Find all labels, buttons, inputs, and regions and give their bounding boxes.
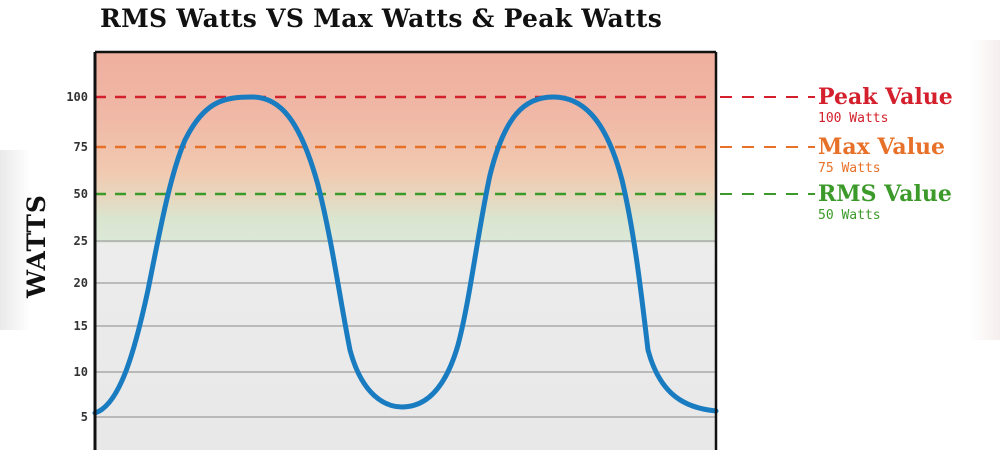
y-tick-label: 75	[73, 140, 88, 154]
y-tick-label: 15	[73, 319, 88, 333]
y-tick-label: 10	[73, 365, 88, 379]
reference-lines	[95, 95, 716, 196]
y-tick-label: 20	[73, 276, 88, 290]
y-tick-label: 5	[80, 410, 88, 424]
chart-title: RMS Watts VS Max Watts & Peak Watts	[100, 4, 663, 33]
power-waveform-line	[92, 94, 719, 416]
y-tick-label: 50	[73, 187, 88, 201]
right-edge-shade	[970, 40, 1000, 340]
callout-title: Max Value	[818, 134, 946, 160]
gridlines	[95, 240, 716, 418]
plot-background	[95, 52, 716, 450]
y-tick-label: 25	[73, 234, 88, 248]
callout-title: Peak Value	[818, 84, 953, 110]
callout-value: 75 Watts	[818, 161, 881, 176]
left-edge-shade	[0, 150, 30, 330]
callout-leader-lines	[720, 96, 815, 195]
callout-value: 100 Watts	[818, 111, 889, 126]
y-tick-label: 100	[66, 90, 88, 104]
callout-title: RMS Value	[818, 181, 952, 207]
callout-value: 50 Watts	[818, 208, 881, 223]
